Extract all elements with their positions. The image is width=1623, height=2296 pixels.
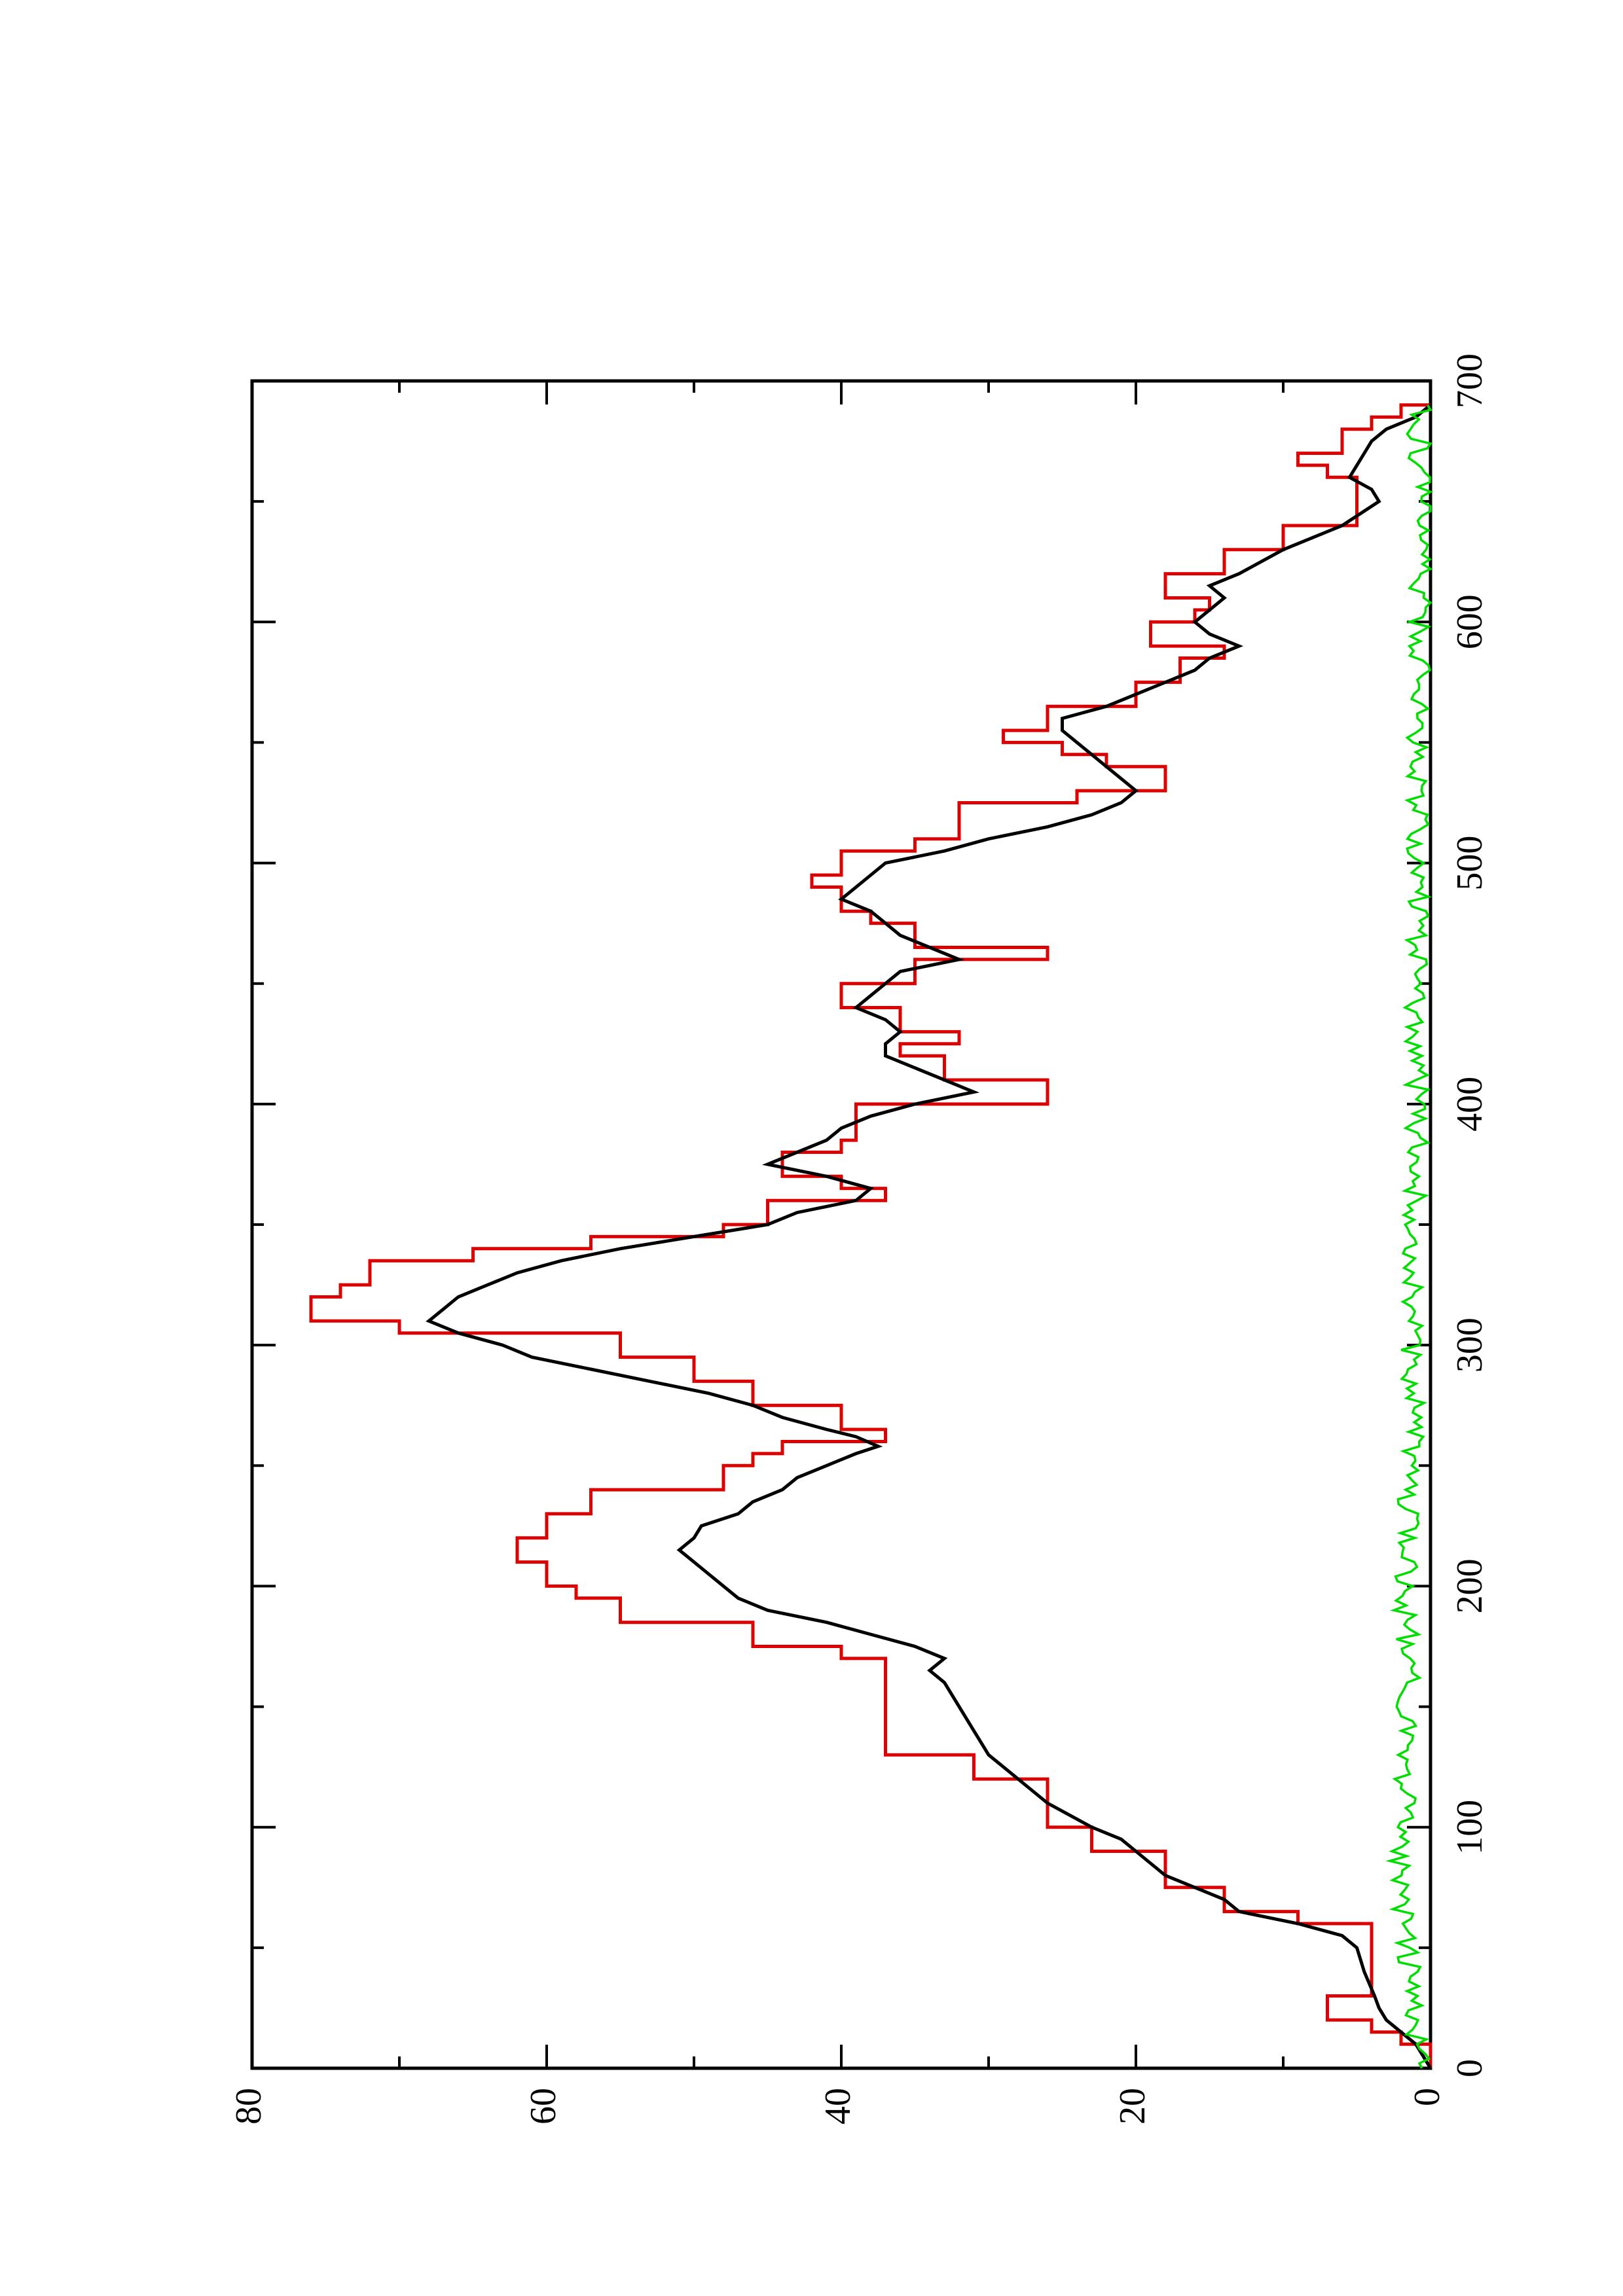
- x-tick-label: 300: [1450, 1318, 1490, 1372]
- x-tick-label: 0: [1450, 2059, 1490, 2077]
- axis-ticks: [251, 380, 1432, 2070]
- y-tick-label: 0: [1407, 2088, 1448, 2106]
- series-line-1: [309, 403, 1432, 2068]
- series-line-3: [1385, 404, 1434, 2069]
- plot-area: 0 100 200 300 400 500 600 700 0 20 40 60 80: [228, 353, 1490, 2125]
- y-tick-label: 60: [523, 2088, 564, 2125]
- axis-tick-labels: 0 100 200 300 400 500 600 700 0 20 40 60 80: [228, 353, 1490, 2125]
- plot-frame: [250, 379, 1432, 2070]
- x-tick-label: 400: [1450, 1077, 1490, 1132]
- series-line-2: [426, 403, 1432, 2070]
- y-tick-label: 80: [228, 2088, 269, 2125]
- y-tick-label: 40: [818, 2088, 858, 2125]
- x-tick-label: 700: [1450, 353, 1490, 408]
- x-tick-label: 200: [1450, 1558, 1490, 1613]
- series-layer: [309, 403, 1434, 2070]
- x-tick-label: 100: [1450, 1800, 1490, 1855]
- x-tick-label: 500: [1450, 836, 1490, 891]
- y-tick-label: 20: [1112, 2088, 1153, 2125]
- x-tick-label: 600: [1450, 594, 1490, 649]
